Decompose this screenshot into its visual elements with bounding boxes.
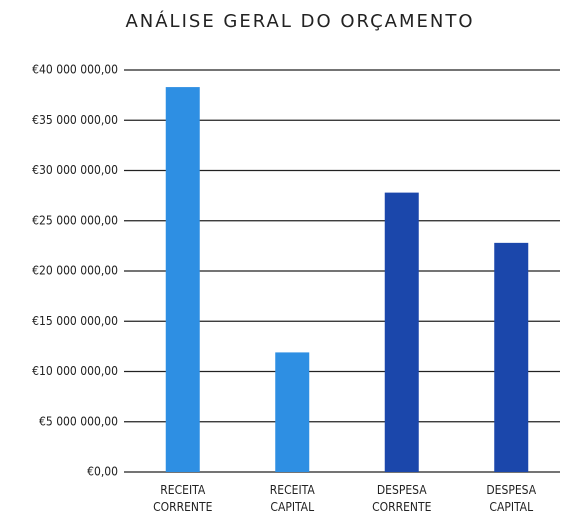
y-tick-label: €0,00 bbox=[87, 465, 118, 479]
bar bbox=[275, 352, 310, 472]
chart-title: ANÁLISE GERAL DO ORÇAMENTO bbox=[125, 10, 474, 32]
y-tick-label: €5 000 000,00 bbox=[39, 414, 118, 428]
bar bbox=[384, 192, 419, 473]
x-tick-label: RECEITA CAPITAL bbox=[269, 483, 315, 514]
bar bbox=[165, 87, 200, 473]
bar bbox=[494, 242, 529, 472]
x-tick-label: DESPESA CORRENTE bbox=[372, 483, 432, 514]
y-tick-label: €30 000 000,00 bbox=[32, 163, 118, 177]
y-tick-label: €40 000 000,00 bbox=[32, 63, 118, 77]
y-tick-label: €25 000 000,00 bbox=[32, 213, 118, 227]
y-tick-label: €15 000 000,00 bbox=[32, 314, 118, 328]
y-tick-label: €10 000 000,00 bbox=[32, 364, 118, 378]
y-tick-label: €35 000 000,00 bbox=[32, 113, 118, 127]
x-tick-label: RECEITA CORRENTE bbox=[153, 483, 213, 514]
x-tick-label: DESPESA CAPITAL bbox=[486, 483, 537, 514]
y-tick-label: €20 000 000,00 bbox=[32, 264, 118, 278]
